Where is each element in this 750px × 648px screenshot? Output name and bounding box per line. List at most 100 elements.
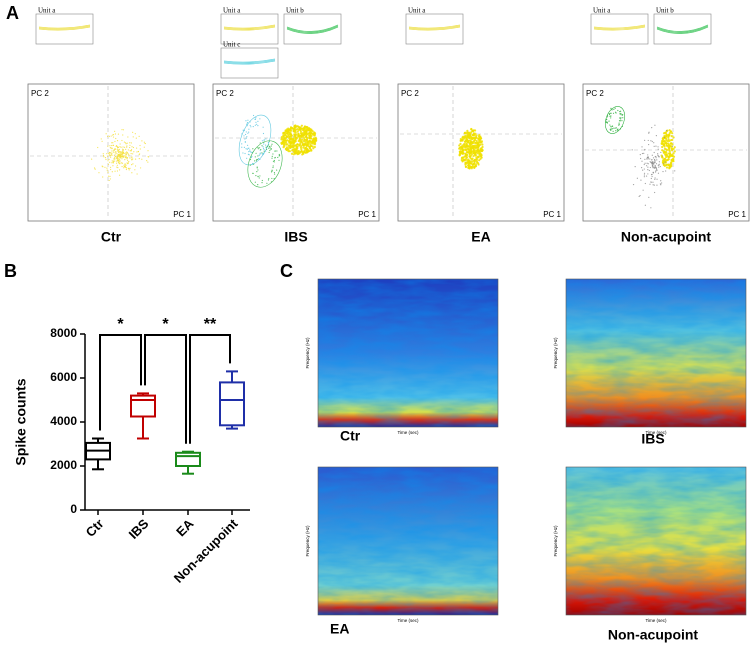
cluster-dot [460,150,463,153]
cluster-dot [313,132,316,135]
cluster-dot [293,141,296,144]
cluster-dot [266,182,268,184]
cluster-dot [125,167,128,169]
cluster-dot [129,157,131,159]
cluster-dot [108,179,110,182]
cluster-dot [114,160,116,162]
cluster-dot [94,168,96,170]
cluster-dot [128,154,130,156]
cluster-dot [652,166,654,168]
cluster-dot [476,146,480,149]
cluster-dot [105,133,107,135]
cluster-dot [298,144,301,147]
cluster-dot [102,166,104,168]
cluster-dot [241,133,243,135]
cluster-dot [272,160,275,162]
panel-label: C [280,261,293,281]
waveform [593,26,646,31]
cluster-dot [474,164,478,168]
cluster-dot [255,117,257,119]
cluster-dot [118,154,120,156]
cluster-dot [252,148,254,150]
cluster-dot [650,174,653,176]
cluster-dot [122,151,125,153]
cluster-dot [246,148,248,150]
cluster-dot [663,147,667,150]
cluster-dot [610,129,612,131]
cluster-dot [303,125,307,128]
significance-label: * [117,316,124,333]
cluster-dot [468,166,471,169]
cluster-dot [111,160,113,162]
y-tick-label: 4000 [50,414,77,428]
cluster-dot [648,132,650,134]
cluster-dot [127,136,129,138]
cluster-dot [644,139,646,141]
cluster-dot [109,145,111,147]
cluster-dot [665,153,668,157]
cluster-dot [303,131,306,134]
cluster-dot [104,157,107,159]
cluster-dot [647,173,649,175]
cluster-dot [272,166,274,169]
cluster-dot [668,129,671,132]
cluster-dot [112,142,114,144]
cluster-dot [622,117,624,119]
cluster-dot [262,147,265,149]
cluster-dot [611,125,613,127]
cluster-dot [130,157,132,159]
cluster-dot [300,145,303,148]
cluster-dot [652,184,654,186]
cluster-dot [109,154,112,157]
cluster-dot [289,131,292,134]
cluster-dot [480,141,483,144]
cluster-dot [661,182,663,184]
pca-y-label: PC 2 [401,89,419,98]
cluster-dot [296,150,299,153]
cluster-dot [250,156,253,159]
cluster-dot [254,181,256,183]
cluster-dot [127,149,130,151]
cluster-dot [108,153,110,155]
cluster-dot [298,138,302,141]
cluster-dot [605,120,607,122]
cluster-dot [459,142,462,145]
cluster-dot [147,150,149,152]
cluster-dot [295,145,298,149]
cluster-dot [255,121,257,123]
cluster-dot [656,169,658,171]
unit-label: Unit a [593,7,611,15]
cluster-dot [288,150,291,153]
cluster-dot [274,150,276,152]
cluster-dot [311,130,314,133]
cluster-dot [263,150,265,152]
cluster-dot [665,170,667,172]
cluster-dot [655,167,658,169]
cluster-dot [664,163,668,167]
cluster-dot [300,139,303,143]
cluster-dot [121,156,123,158]
cluster-dot [661,149,664,152]
cluster-dot [247,123,249,125]
cluster-dot [258,154,260,157]
cluster-dot [461,156,464,159]
cluster-dot [258,147,261,149]
cluster-dot [644,148,646,151]
cluster-dot [653,184,655,186]
cluster-dot [469,134,472,137]
cluster-dot [112,136,115,138]
cluster-dot [662,137,665,140]
cluster-dot [311,145,314,148]
cluster-dot [610,117,612,119]
cluster-dot [471,160,474,163]
cluster-dot [126,146,128,148]
cluster-dot [284,133,287,136]
cluster-dot [295,143,298,146]
cluster-dot [658,163,660,165]
cluster-dot [119,154,122,156]
cluster-dot [471,144,475,148]
waveform [286,26,339,34]
cluster-dot [132,146,135,149]
cluster-dot [122,129,125,131]
cluster-dot [290,126,293,129]
